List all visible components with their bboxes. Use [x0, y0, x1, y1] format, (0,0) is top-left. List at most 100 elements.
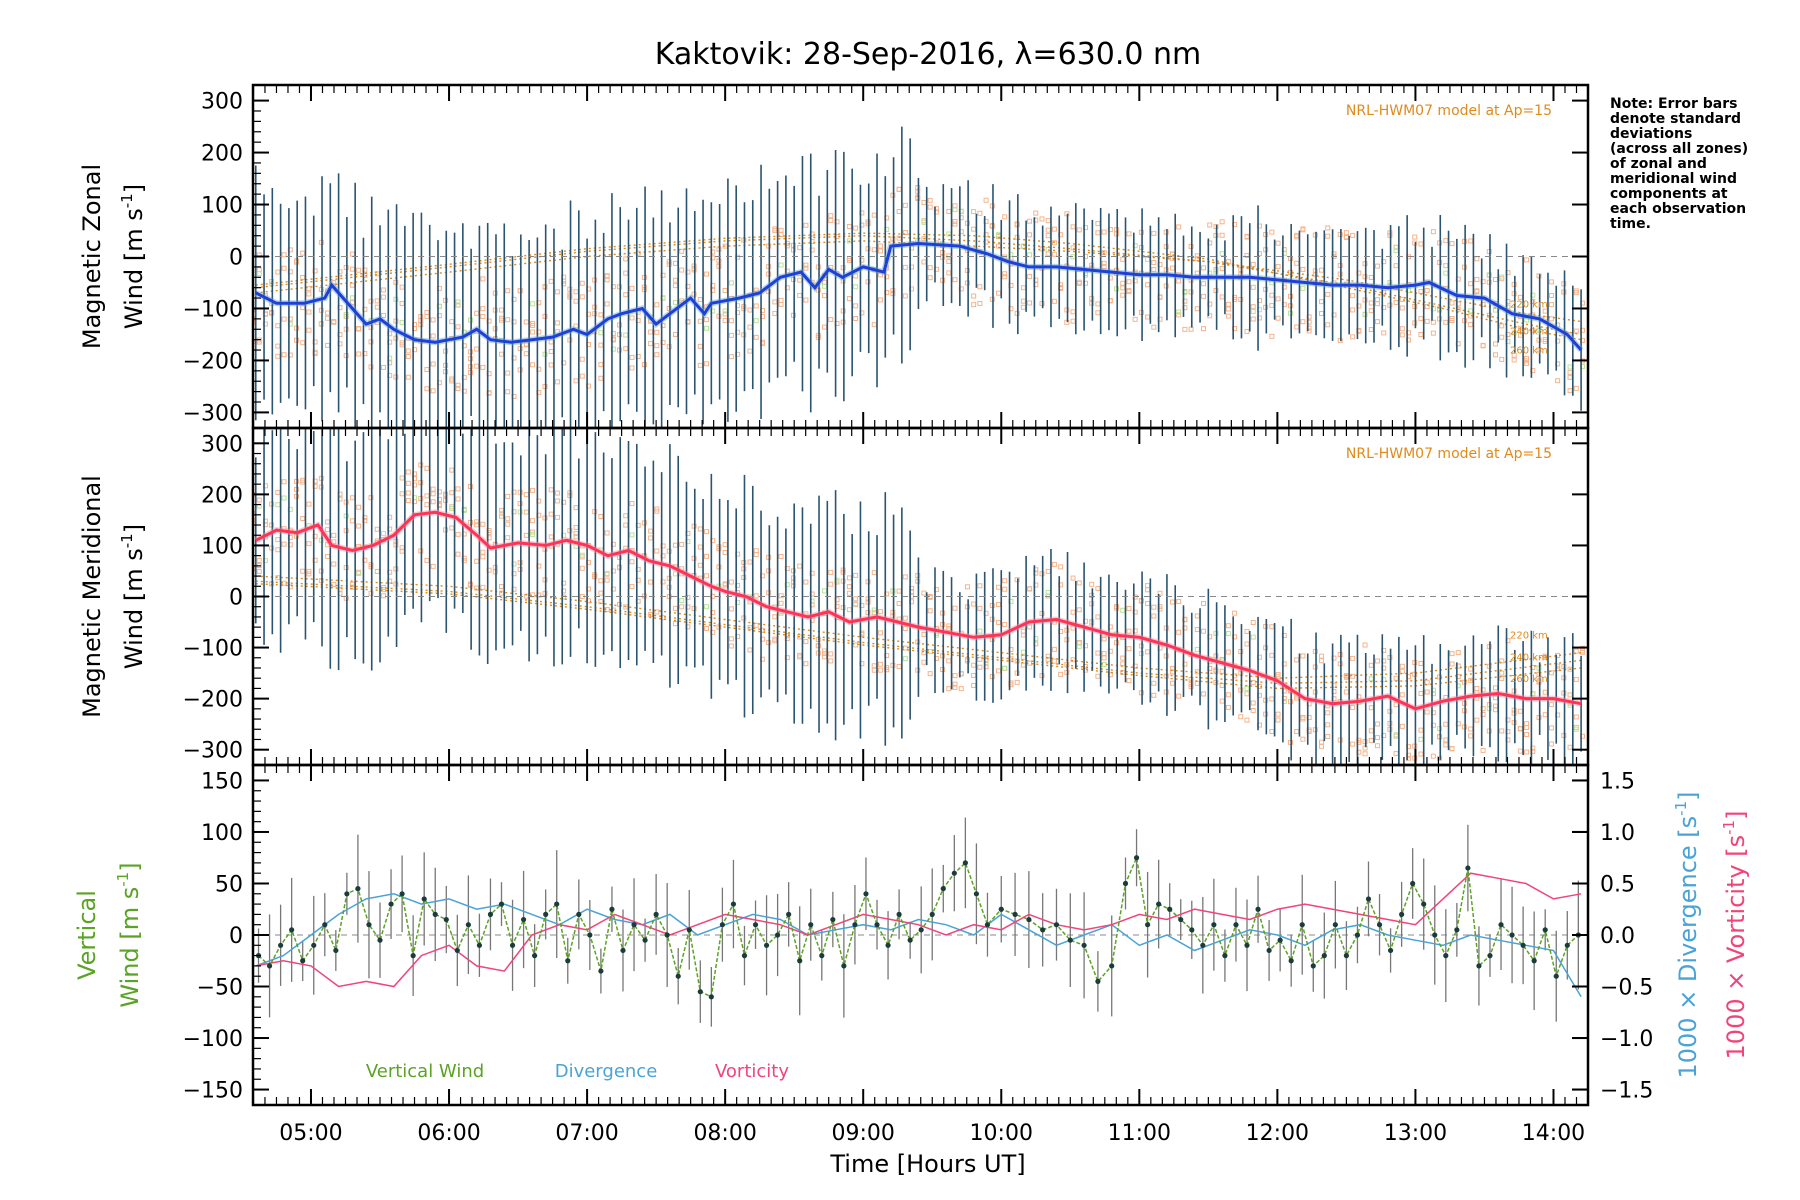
- meridional-zone-point: [1269, 729, 1275, 735]
- zonal-zone-point: [1225, 313, 1231, 319]
- meridional-zone-point: [1399, 723, 1405, 729]
- zonal-zone-point: [455, 324, 461, 330]
- meridional-zone-point: [399, 491, 405, 497]
- zonal-zone-point: [430, 333, 436, 339]
- meridional-zone-point: [1393, 733, 1399, 739]
- zonal-zone-point: [1430, 319, 1436, 325]
- zonal-zone-point: [573, 298, 579, 304]
- vertical-wind-point: [1109, 963, 1115, 969]
- meridional-zone-point: [1350, 741, 1356, 747]
- zonal-zone-point: [1418, 316, 1424, 322]
- zonal-zone-point: [1567, 374, 1573, 380]
- vertical-wind-point: [1509, 932, 1515, 938]
- meridional-zone-point: [1343, 689, 1349, 695]
- xtick-label: 09:00: [832, 1121, 895, 1146]
- meridional-zone-point: [1051, 561, 1057, 567]
- meridional-zone-point: [380, 593, 386, 599]
- meridional-zone-point: [1225, 704, 1231, 710]
- zonal-zone-point: [753, 287, 759, 293]
- zonal-zone-point: [654, 352, 660, 358]
- vertical-wind-point: [1343, 953, 1350, 959]
- note-line: components at: [1610, 186, 1728, 202]
- zonal-zone-point: [877, 243, 883, 249]
- meridional-zone-point: [604, 577, 610, 583]
- vertical-ylabel: Vertical Wind [m s-1]: [73, 862, 144, 1007]
- meridional-zone-point: [1350, 655, 1356, 661]
- meridional-zone-point: [604, 530, 610, 536]
- meridional-ytick-label: 0: [229, 586, 243, 611]
- zonal-zone-point: [704, 325, 710, 331]
- meridional-zone-point: [356, 569, 362, 575]
- meridional-zone-point: [722, 549, 728, 555]
- meridional-zone-point: [778, 600, 784, 606]
- vertical-wind-point: [333, 947, 339, 954]
- vertical-wind-point: [1476, 963, 1482, 969]
- vertical-wind-point: [730, 901, 737, 907]
- vertical-wind-point: [465, 922, 471, 928]
- meridional-zone-point: [902, 574, 908, 580]
- zonal-zone-point: [1176, 278, 1182, 284]
- meridional-zone-point: [1517, 708, 1523, 714]
- zonal-zone-point: [1176, 224, 1182, 230]
- vertical-wind-point: [1432, 932, 1438, 938]
- legend-vertical-wind: Vertical Wind: [366, 1061, 484, 1082]
- meridional-zone-point: [1368, 728, 1374, 734]
- meridional-zone-point: [896, 588, 902, 594]
- vertical-wind-point: [509, 942, 516, 948]
- meridional-zone-point: [1176, 629, 1182, 635]
- meridional-zone-point: [846, 584, 852, 590]
- vertical-wind-point: [1531, 958, 1537, 964]
- zonal-zone-point: [424, 313, 430, 319]
- zonal-zone-point: [1548, 279, 1554, 285]
- meridional-zone-point: [704, 573, 710, 579]
- vertical-ytick-label: 50: [215, 872, 243, 897]
- zonal-zone-point: [1051, 240, 1057, 246]
- meridional-zone-point: [405, 490, 411, 496]
- zonal-zone-point: [1051, 226, 1057, 232]
- zonal-zone-point: [1443, 270, 1449, 276]
- x-axis-label: Time [Hours UT]: [829, 1150, 1025, 1178]
- xtick-label: 05:00: [279, 1121, 342, 1146]
- meridional-zone-point: [1430, 753, 1436, 759]
- zonal-zone-point: [1201, 293, 1207, 299]
- meridional-zone-point: [1443, 742, 1449, 748]
- meridional-zone-point: [1250, 700, 1256, 706]
- zonal-zone-point: [399, 319, 405, 325]
- meridional-zone-point: [853, 601, 859, 607]
- zonal-zone-point: [380, 287, 386, 293]
- meridional-zone-point: [405, 498, 411, 504]
- vertical-ytick-label: 150: [201, 769, 243, 794]
- meridional-zone-point: [753, 552, 759, 558]
- zonal-zone-point: [1033, 210, 1039, 216]
- zonal-zone-point: [1176, 309, 1182, 315]
- zonal-zone-point: [797, 245, 803, 251]
- meridional-zone-point: [1573, 648, 1579, 654]
- meridional-zone-point: [1524, 725, 1530, 731]
- zonal-zone-point: [1573, 328, 1579, 334]
- zonal-zone-point: [1374, 263, 1380, 269]
- vertical-y2tick-label: −0.5: [1600, 976, 1653, 1001]
- zonal-zone-point: [598, 342, 604, 348]
- zonal-ytick-label: 100: [201, 194, 243, 219]
- zonal-zone-point: [1524, 360, 1530, 366]
- meridional-zone-point: [1474, 686, 1480, 692]
- xtick-label: 13:00: [1384, 1121, 1447, 1146]
- meridional-zone-point: [281, 495, 287, 501]
- meridional-zone-point: [902, 656, 908, 662]
- meridional-zone-point: [1238, 714, 1244, 720]
- meridional-zone-point: [281, 541, 287, 547]
- zonal-zone-point: [1368, 327, 1374, 333]
- zonal-zone-point: [1120, 280, 1126, 286]
- zonal-zone-point: [1474, 276, 1480, 282]
- meridional-zone-point: [853, 596, 859, 602]
- meridional-zone-point: [803, 661, 809, 667]
- vertical-wind-point: [962, 860, 968, 866]
- zonal-zone-point: [1548, 292, 1554, 298]
- meridional-zone-point: [256, 497, 262, 503]
- zonal-zone-point: [325, 315, 331, 321]
- meridional-zone-point: [325, 527, 331, 533]
- zonal-zone-point: [1126, 279, 1132, 285]
- meridional-zone-point: [747, 647, 753, 653]
- zonal-zone-point: [1027, 300, 1033, 306]
- meridional-zone-point: [1449, 661, 1455, 667]
